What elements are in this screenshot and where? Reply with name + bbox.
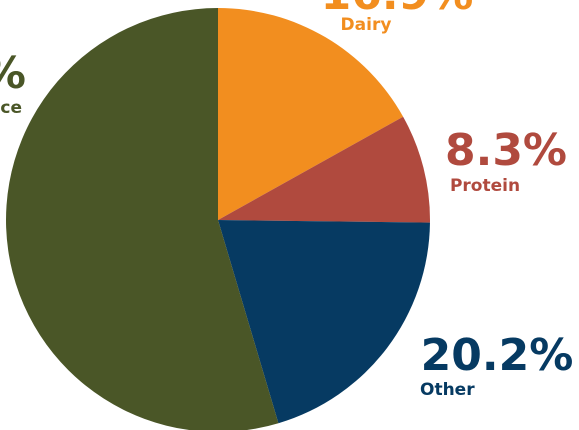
- other-percent-label: 20.2%: [421, 330, 574, 381]
- pie-slice-other: [218, 220, 430, 424]
- protein-category-label: Protein: [450, 176, 520, 196]
- dairy-category-label: Dairy: [341, 15, 392, 35]
- other-category-label: Other: [420, 380, 475, 400]
- pie-slice-dairy: [218, 8, 404, 220]
- produce-category-label: Produce: [0, 98, 22, 118]
- pie-slice-protein: [218, 116, 430, 223]
- protein-percent-label: 8.3%: [445, 125, 567, 176]
- pie-slices: [6, 8, 430, 430]
- pie-slice-produce: [6, 8, 279, 430]
- produce-percent-label: 54.6%: [0, 48, 26, 99]
- dairy-percent-label: 16.9%: [321, 0, 474, 20]
